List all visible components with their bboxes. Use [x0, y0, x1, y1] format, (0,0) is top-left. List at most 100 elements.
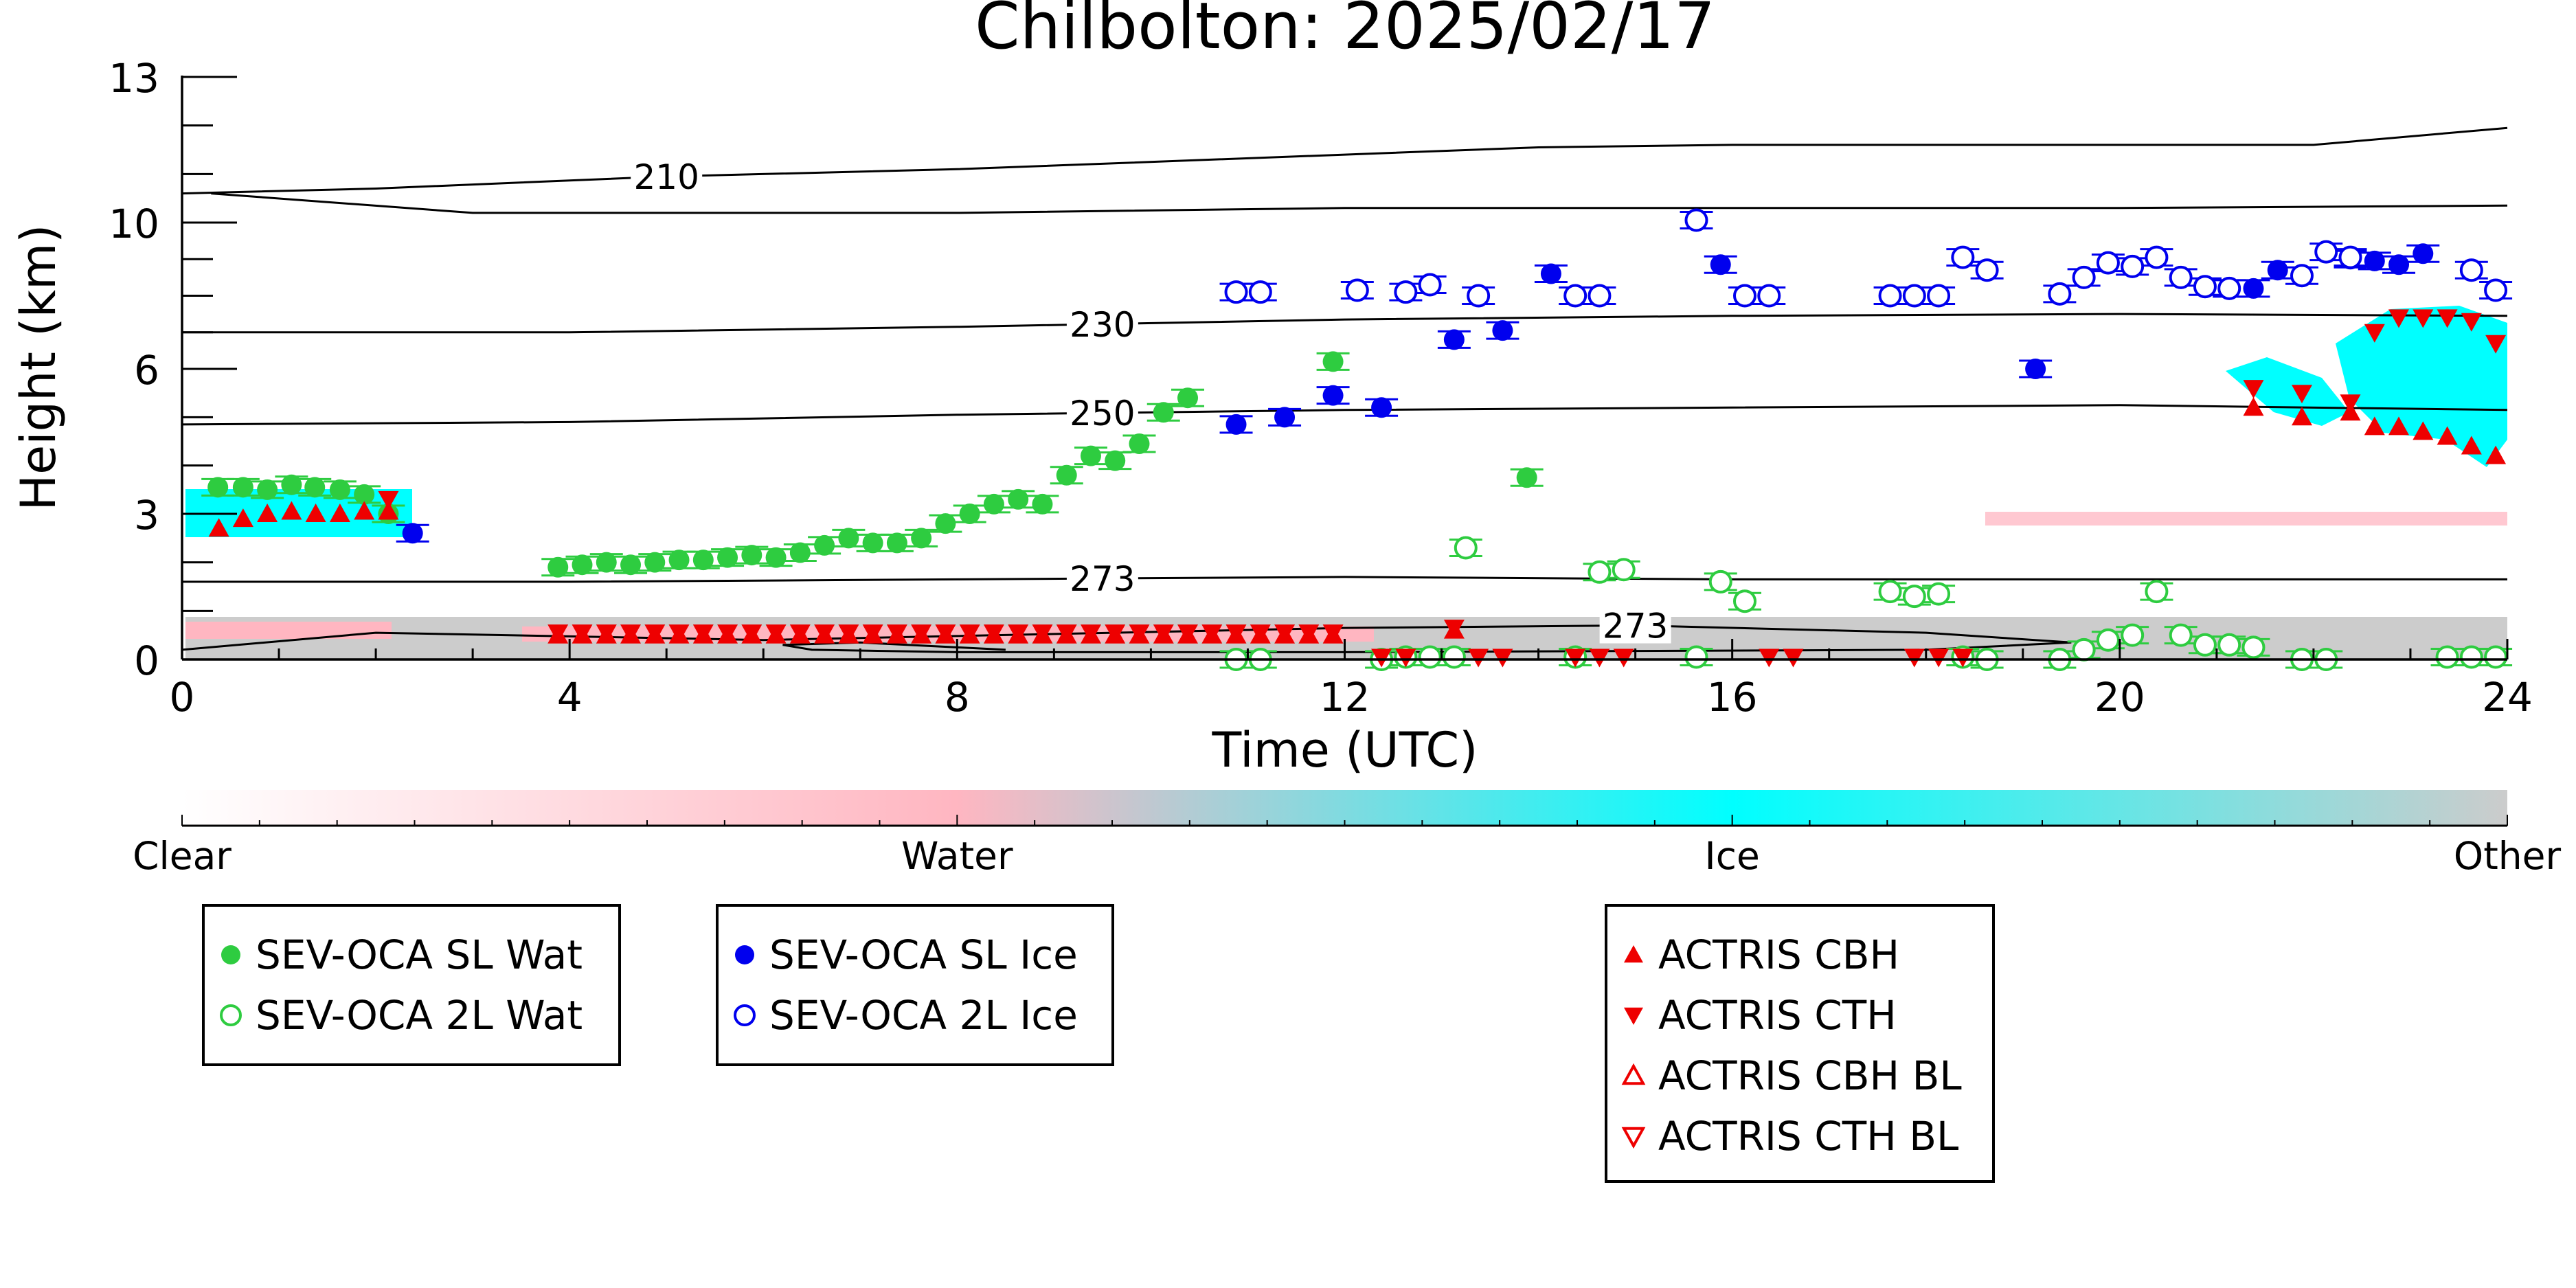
- x-tick-label: 16: [1707, 674, 1758, 721]
- y-axis-label: Height (km): [10, 225, 67, 511]
- data-point: [983, 624, 1004, 644]
- data-point: [789, 542, 811, 563]
- data-point: [1177, 387, 1199, 409]
- data-point: [2484, 278, 2508, 302]
- data-point: [1516, 467, 1537, 488]
- isotherm-line: [211, 192, 2508, 214]
- data-point: [692, 550, 714, 571]
- data-point: [1928, 648, 1950, 668]
- data-point: [402, 523, 423, 544]
- data-point: [1442, 645, 1466, 669]
- data-point: [1248, 280, 1272, 304]
- x-axis-label: Time (UTC): [1212, 722, 1478, 778]
- data-point: [2413, 421, 2434, 440]
- isotherm-label: 273: [1603, 607, 1668, 646]
- x-tick-label: 4: [557, 674, 583, 721]
- data-point: [2459, 645, 2483, 669]
- data-point: [2364, 324, 2385, 343]
- data-point: [2096, 251, 2120, 275]
- data-point: [1613, 648, 1634, 668]
- data-point: [1565, 648, 1586, 668]
- legend-marker: [1624, 945, 1643, 963]
- data-point: [1708, 569, 1732, 594]
- data-point: [1345, 278, 1369, 302]
- data-point: [814, 624, 835, 644]
- data-point: [2484, 645, 2508, 669]
- data-point: [1105, 450, 1126, 471]
- isotherm-label-bg: [1066, 395, 1138, 431]
- data-point: [1298, 624, 1320, 644]
- data-point: [935, 624, 956, 644]
- colorbar-label: Clear: [133, 834, 231, 878]
- data-point: [838, 624, 859, 644]
- isotherm-line: [182, 576, 2507, 583]
- y-tick-label: 13: [109, 55, 159, 102]
- data-point: [329, 479, 350, 500]
- data-point: [2193, 633, 2217, 657]
- y-ticks: 0 3 6 10 13: [109, 55, 237, 684]
- colorbar-gradient: [182, 790, 2507, 826]
- legend-marker: [1621, 1063, 1646, 1085]
- isotherm-label-bg: [1066, 306, 1138, 342]
- data-point: [1733, 284, 1757, 308]
- data-point: [911, 624, 932, 644]
- data-point: [1008, 488, 1029, 510]
- data-point: [232, 508, 253, 528]
- data-point: [862, 624, 883, 644]
- data-point: [1710, 254, 1731, 275]
- data-point: [1225, 414, 1247, 435]
- data-point: [1951, 245, 1975, 269]
- data-point: [1081, 624, 1101, 644]
- data-point: [378, 490, 399, 510]
- data-point: [2121, 254, 2145, 278]
- data-point: [1032, 493, 1053, 515]
- data-point: [1080, 445, 1101, 466]
- legend-label: SEV-OCA SL Wat: [256, 931, 583, 978]
- legend-label: ACTRIS CBH: [1658, 931, 1899, 978]
- data-point: [547, 624, 569, 644]
- data-point: [1540, 263, 1561, 284]
- x-tick-label: 20: [2094, 674, 2145, 721]
- data-point: [2169, 623, 2193, 647]
- data-point: [378, 501, 399, 520]
- data-point: [572, 554, 593, 576]
- isotherm-line: [181, 404, 2508, 426]
- data-point: [959, 624, 980, 644]
- data-point: [1492, 648, 1513, 668]
- data-point: [354, 501, 375, 520]
- data-point: [2413, 243, 2434, 264]
- data-point: [2290, 264, 2314, 288]
- data-point: [1878, 284, 1902, 308]
- legend-marker: [1621, 1127, 1646, 1149]
- data-point: [2096, 628, 2120, 652]
- ice-region: [2226, 357, 2349, 426]
- isotherm-label: 250: [1070, 394, 1135, 433]
- data-point: [1589, 648, 1610, 668]
- isotherm-contours: 210 230 250 273 273: [181, 126, 2508, 653]
- data-point: [983, 493, 1004, 515]
- data-point: [2241, 635, 2266, 659]
- data-point: [2243, 278, 2264, 299]
- data-point: [717, 547, 738, 568]
- data-point: [1395, 648, 1416, 668]
- data-point: [1056, 464, 1077, 486]
- data-point: [2193, 275, 2217, 299]
- data-point: [1563, 284, 1588, 308]
- chart-title: Chilbolton: 2025/02/17: [975, 0, 1715, 64]
- data-point: [2072, 637, 2096, 662]
- legend-marker: [734, 1004, 756, 1026]
- x-tick-label: 0: [170, 674, 195, 721]
- data-point: [886, 532, 907, 554]
- data-point: [596, 552, 617, 573]
- colorbar-label: Other: [2454, 834, 2562, 878]
- data-point: [692, 624, 714, 644]
- colorbar: Clear Water Ice Other: [133, 790, 2561, 878]
- data-point: [1468, 648, 1489, 668]
- x-tick-label: 12: [1320, 674, 1370, 721]
- legend-marker: [735, 945, 754, 964]
- axes: [181, 76, 2507, 661]
- data-point: [2145, 580, 2169, 604]
- data-point: [2461, 313, 2482, 332]
- data-point: [2145, 245, 2169, 269]
- data-point: [644, 552, 666, 573]
